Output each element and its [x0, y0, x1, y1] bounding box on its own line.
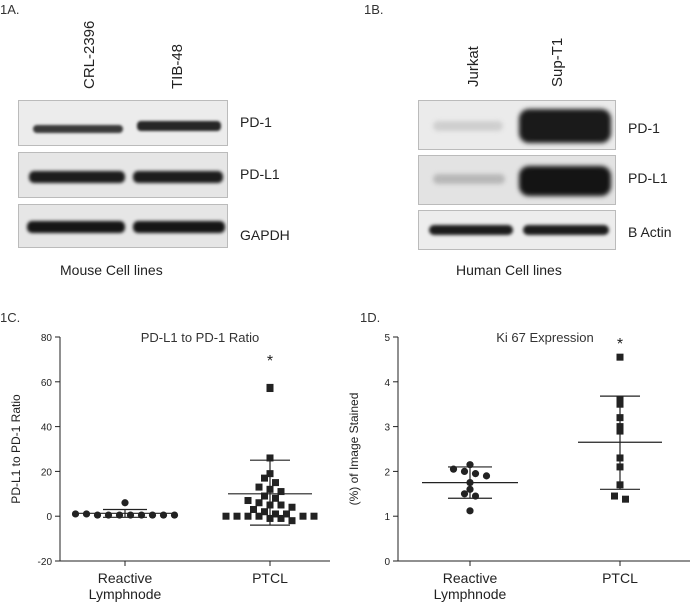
y-tick-label: 40 [41, 423, 53, 434]
band [29, 171, 125, 183]
x-tick-label: Lymphnode [89, 586, 162, 602]
blot-1a-pd1 [18, 100, 228, 146]
y-axis-label: (%) of Image Stained [347, 393, 361, 506]
chart-title: PD-L1 to PD-1 Ratio [141, 330, 260, 345]
blot-label-1a-pd1: PD-1 [240, 114, 272, 130]
data-point [244, 512, 252, 520]
caption-mouse-cell-lines: Mouse Cell lines [60, 262, 163, 278]
y-tick-label: 2 [384, 467, 390, 478]
data-point [159, 511, 168, 519]
data-point [93, 511, 102, 519]
data-point [255, 483, 263, 491]
data-point [272, 510, 279, 518]
data-point [255, 499, 263, 507]
data-point [272, 479, 279, 487]
significance-star: * [267, 353, 273, 370]
band [519, 166, 611, 196]
caption-human-cell-lines: Human Cell lines [456, 262, 562, 278]
y-tick-label: 4 [384, 378, 390, 389]
data-point [250, 505, 257, 513]
y-tick-label: 60 [41, 378, 53, 389]
data-point [82, 510, 91, 518]
y-tick-label: 0 [46, 512, 52, 523]
y-tick-label: 0 [384, 557, 390, 568]
data-point [288, 517, 296, 525]
data-point [277, 501, 285, 509]
data-point [121, 499, 129, 507]
data-point [611, 492, 618, 500]
data-point [482, 472, 491, 480]
data-point [283, 510, 290, 518]
y-tick-label: -20 [38, 557, 53, 568]
y-tick-label: 5 [384, 333, 390, 344]
data-point [299, 512, 307, 520]
data-point [288, 503, 296, 511]
blot-1a-gapdh [18, 204, 228, 248]
data-point [261, 474, 268, 482]
chart-title: Ki 67 Expression [496, 330, 594, 345]
y-tick-label: 3 [384, 423, 390, 434]
blot-1b-b-actin [418, 210, 616, 250]
data-point [261, 508, 268, 516]
data-point [261, 492, 268, 500]
data-point [233, 512, 241, 520]
data-point [272, 494, 279, 502]
x-tick-label: Reactive [443, 570, 498, 586]
panel-label-1b: 1B. [364, 2, 384, 17]
blot-1b-pdl1 [418, 155, 616, 205]
data-point [460, 467, 469, 475]
band [33, 125, 123, 133]
blot-label-1a-gapdh: GAPDH [240, 227, 290, 243]
data-point [244, 497, 252, 505]
y-tick-label: 20 [41, 467, 53, 478]
band [133, 221, 225, 233]
blot-label-1b-b-actin: B Actin [628, 224, 672, 240]
data-point [460, 490, 469, 498]
band [523, 225, 609, 235]
data-point [266, 454, 274, 462]
x-tick-label: PTCL [252, 570, 288, 586]
data-point [222, 512, 230, 520]
data-point [277, 514, 285, 522]
y-tick-label: 80 [41, 333, 53, 344]
x-tick-label: PTCL [602, 570, 638, 586]
data-point [255, 512, 263, 520]
blot-label-1b-pdl1: PD-L1 [628, 170, 668, 186]
band [433, 121, 503, 131]
band [429, 225, 513, 235]
data-point [471, 470, 480, 478]
blot-1b-pd1 [418, 100, 616, 150]
blot-label-1a-pdl1: PD-L1 [240, 166, 280, 182]
panel-label-1a: 1A. [0, 2, 20, 17]
panel-label: 1D. [360, 310, 380, 325]
blot-1a-pdl1 [18, 152, 228, 198]
band [27, 221, 125, 233]
band [433, 174, 505, 184]
y-axis-label: PD-L1 to PD-1 Ratio [9, 394, 23, 504]
blot-label-1b-pd1: PD-1 [628, 120, 660, 136]
data-point [310, 512, 318, 520]
band [133, 171, 223, 183]
data-point [622, 495, 629, 503]
significance-star: * [617, 336, 623, 353]
panel-label: 1C. [0, 310, 20, 325]
data-point [466, 507, 474, 515]
data-point [170, 511, 179, 519]
data-point [71, 510, 80, 518]
data-point [277, 488, 285, 496]
x-tick-label: Lymphnode [434, 586, 507, 602]
y-tick-label: 1 [384, 512, 390, 523]
band [137, 121, 221, 131]
data-point [266, 385, 274, 393]
data-point [616, 353, 624, 361]
data-point [148, 511, 157, 519]
x-tick-label: Reactive [98, 570, 153, 586]
band [519, 109, 611, 143]
